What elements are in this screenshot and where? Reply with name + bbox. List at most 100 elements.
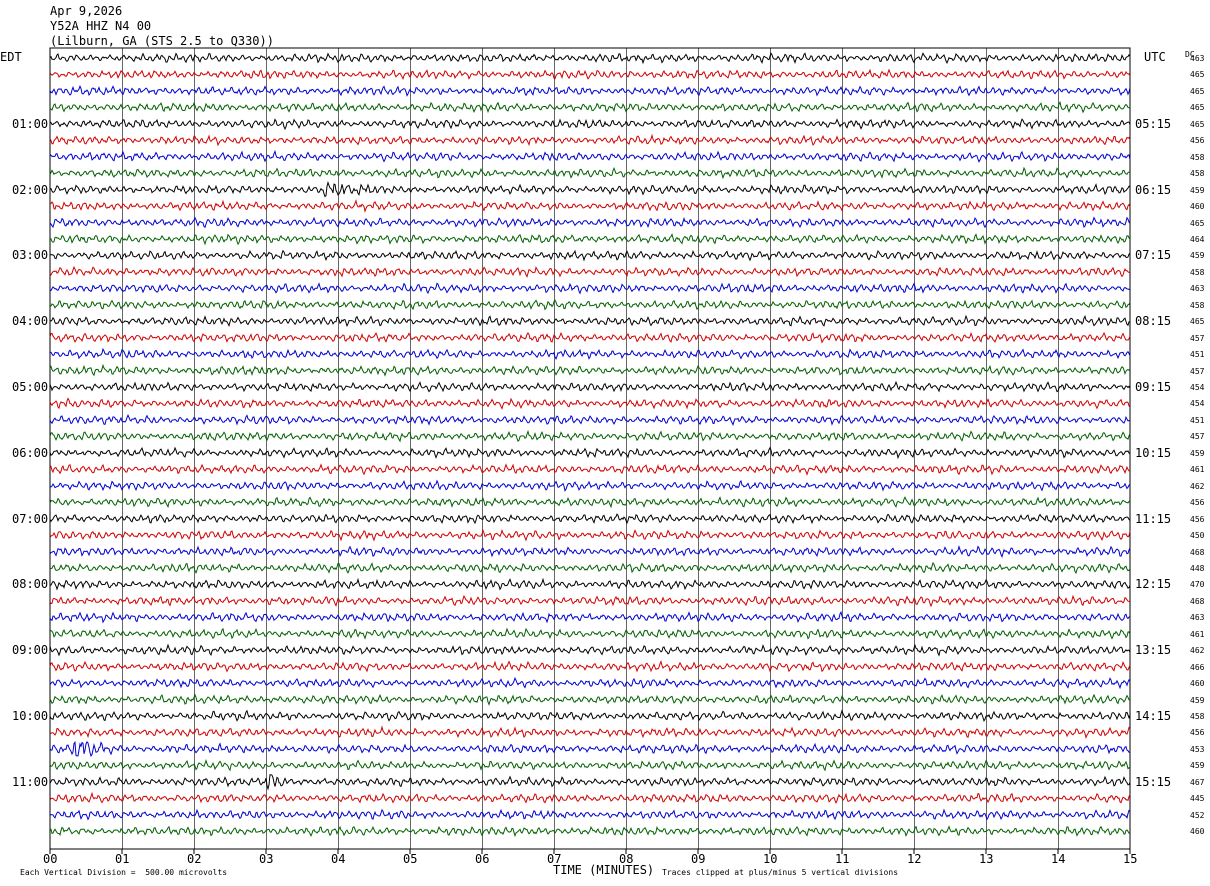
- x-tick-label: 12: [907, 852, 922, 866]
- seismic-trace: [49, 149, 1131, 163]
- right-hour-label: 05:15: [1135, 116, 1172, 131]
- seismic-trace: [49, 166, 1130, 180]
- dc-offset-value: 460: [1190, 827, 1205, 837]
- seismic-trace: [49, 265, 1131, 278]
- clipping-note: Traces clipped at plus/minus 5 vertical …: [662, 868, 899, 877]
- seismic-trace: [49, 561, 1131, 575]
- dc-offset-value: 457: [1190, 333, 1205, 343]
- seismic-trace: [49, 397, 1131, 410]
- right-hour-label: 08:15: [1135, 314, 1172, 329]
- seismic-trace: [49, 660, 1131, 673]
- seismic-trace: [49, 52, 1131, 65]
- x-tick-label: 04: [331, 852, 346, 866]
- dc-offset-value: 462: [1190, 646, 1205, 656]
- dc-offset-value: 468: [1190, 547, 1205, 557]
- dc-offset-value: 445: [1190, 794, 1205, 804]
- right-timezone-label: UTC: [1144, 50, 1166, 64]
- dc-offset-value: 459: [1190, 761, 1205, 771]
- right-hour-label: 10:15: [1135, 445, 1172, 460]
- dc-offset-value: 456: [1190, 514, 1205, 524]
- dc-offset-value: 463: [1190, 284, 1205, 294]
- left-hour-label: 06:00: [12, 445, 49, 460]
- dc-offset-value: 465: [1190, 317, 1205, 327]
- left-hour-label: 10:00: [12, 709, 49, 723]
- seismic-trace: [49, 68, 1131, 80]
- seismic-trace: [49, 84, 1131, 97]
- seismic-trace: [49, 118, 1131, 131]
- seismic-trace: [49, 791, 1131, 805]
- seismic-trace: [49, 100, 1131, 114]
- left-hour-label: 02:00: [12, 182, 49, 197]
- seismic-trace: [49, 513, 1131, 525]
- seismic-trace: [49, 249, 1131, 262]
- dc-offset-value: 461: [1190, 465, 1205, 475]
- dc-offset-value: 448: [1190, 563, 1205, 573]
- dc-offset-value: 463: [1190, 613, 1205, 623]
- dc-offset-value: 458: [1190, 300, 1205, 310]
- seismic-trace: [49, 199, 1131, 213]
- right-hour-label: 15:15: [1135, 774, 1172, 789]
- seismic-trace: [49, 216, 1131, 229]
- vertical-scale-note: Each Vertical Division = 500.00 microvol…: [20, 868, 228, 877]
- dc-offset-value: 466: [1190, 662, 1205, 672]
- plot-date: Apr 9,2026: [50, 4, 123, 18]
- x-tick-label: 01: [115, 852, 130, 866]
- seismic-trace: [49, 314, 1131, 328]
- seismic-trace: [49, 299, 1131, 311]
- seismic-trace: [49, 133, 1131, 147]
- dc-offset-value: 458: [1190, 267, 1205, 277]
- dc-offset-value: 465: [1190, 218, 1205, 228]
- dc-offset-value: 452: [1190, 810, 1205, 820]
- dc-offset-value: 456: [1190, 498, 1205, 508]
- seismic-trace: [49, 693, 1131, 706]
- dc-offset-value: 451: [1190, 350, 1205, 360]
- seismic-trace: [49, 627, 1131, 640]
- x-axis-label: TIME (MINUTES): [553, 863, 655, 877]
- dc-offset-value: 451: [1190, 415, 1205, 425]
- right-hour-label: 09:15: [1135, 380, 1172, 394]
- left-timezone-label: EDT: [0, 50, 22, 64]
- x-tick-label: 14: [1051, 852, 1066, 866]
- dc-offset-value: 459: [1190, 185, 1205, 195]
- x-tick-label: 10: [763, 852, 778, 866]
- seismic-trace: [49, 725, 1131, 739]
- right-hour-label: 13:15: [1135, 643, 1172, 658]
- dc-offset-value: 454: [1190, 383, 1205, 392]
- seismic-trace: [49, 545, 1131, 558]
- dc-offset-value: 458: [1190, 169, 1205, 179]
- x-tick-label: 08: [619, 852, 634, 866]
- x-tick-label: 05: [403, 852, 418, 866]
- dc-offset-value: 465: [1190, 86, 1205, 96]
- x-tick-label: 02: [187, 852, 202, 866]
- seismic-trace: [49, 774, 1131, 791]
- x-tick-label: 11: [835, 852, 850, 866]
- left-hour-label: 01:00: [12, 116, 49, 131]
- left-hour-label: 03:00: [12, 248, 49, 263]
- seismic-trace: [49, 676, 1131, 690]
- x-tick-label: 13: [979, 852, 994, 866]
- dc-offset-value: 458: [1190, 152, 1205, 162]
- seismic-trace: [49, 594, 1131, 608]
- x-tick-label: 09: [691, 852, 706, 866]
- dc-offset-value: 456: [1190, 136, 1205, 146]
- dc-offset-header: DC: [1185, 50, 1195, 59]
- dc-offset-value: 462: [1190, 481, 1205, 491]
- dc-offset-value: 454: [1190, 399, 1205, 409]
- left-hour-label: 08:00: [12, 577, 49, 592]
- seismic-trace: [49, 463, 1131, 476]
- dc-offset-value: 457: [1190, 432, 1205, 442]
- dc-offset-value: 463: [1190, 54, 1205, 63]
- seismic-trace: [49, 610, 1131, 624]
- dc-offset-value: 453: [1190, 744, 1205, 754]
- seismic-trace: [50, 232, 1131, 246]
- seismic-trace: [49, 413, 1131, 426]
- left-hour-label: 05:00: [12, 380, 49, 394]
- dc-offset-value: 450: [1190, 531, 1205, 541]
- dc-offset-value: 464: [1190, 234, 1205, 244]
- dc-offset-value: 470: [1190, 580, 1205, 590]
- seismic-trace: [49, 446, 1131, 460]
- dc-offset-value: 459: [1190, 448, 1205, 458]
- x-tick-label: 03: [259, 852, 274, 866]
- right-hour-label: 06:15: [1135, 182, 1172, 197]
